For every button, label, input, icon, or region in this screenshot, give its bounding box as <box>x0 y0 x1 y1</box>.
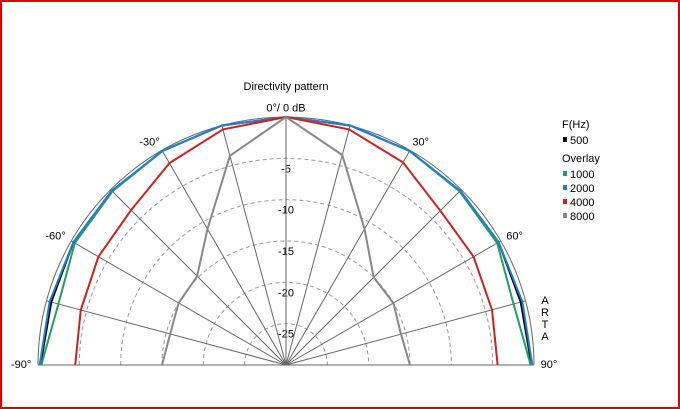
watermark-letter: T <box>542 319 549 331</box>
legend-swatch <box>563 185 567 190</box>
radial-grid <box>46 300 287 366</box>
theta-tick-label: 30° <box>412 137 429 149</box>
overlay-title: Overlay <box>562 153 600 165</box>
theta-tick-label: -90° <box>11 359 31 371</box>
legend-label: 1000 <box>570 169 594 181</box>
legend-title: F(Hz) <box>562 119 590 131</box>
chart-title: Directivity pattern <box>244 81 329 93</box>
theta-tick-label: -60° <box>45 231 65 243</box>
watermark-letter: A <box>541 331 549 343</box>
radial-grid <box>161 149 287 366</box>
legend-swatch <box>563 137 567 142</box>
theta-tick-label: 0°/ 0 dB <box>266 102 305 114</box>
series-line <box>161 115 411 366</box>
radial-grid <box>285 125 351 366</box>
theta-tick-label: -30° <box>139 137 159 149</box>
radial-grid <box>285 300 526 366</box>
watermark-letter: R <box>541 307 549 319</box>
legend-label: 2000 <box>570 183 594 195</box>
legend-swatch <box>563 171 567 176</box>
legend-swatch <box>563 199 567 204</box>
radial-grid <box>285 149 411 366</box>
radial-grid <box>110 189 287 366</box>
watermark-letter: A <box>541 295 549 307</box>
legend-label: 8000 <box>570 211 594 223</box>
legend-label: 500 <box>570 135 588 147</box>
legend-label: 4000 <box>570 197 594 209</box>
theta-tick-label: 90° <box>541 359 558 371</box>
grid-ring <box>161 240 411 366</box>
radial-grid <box>221 125 287 366</box>
theta-tick-label: 60° <box>506 231 523 243</box>
legend-swatch <box>563 213 567 218</box>
